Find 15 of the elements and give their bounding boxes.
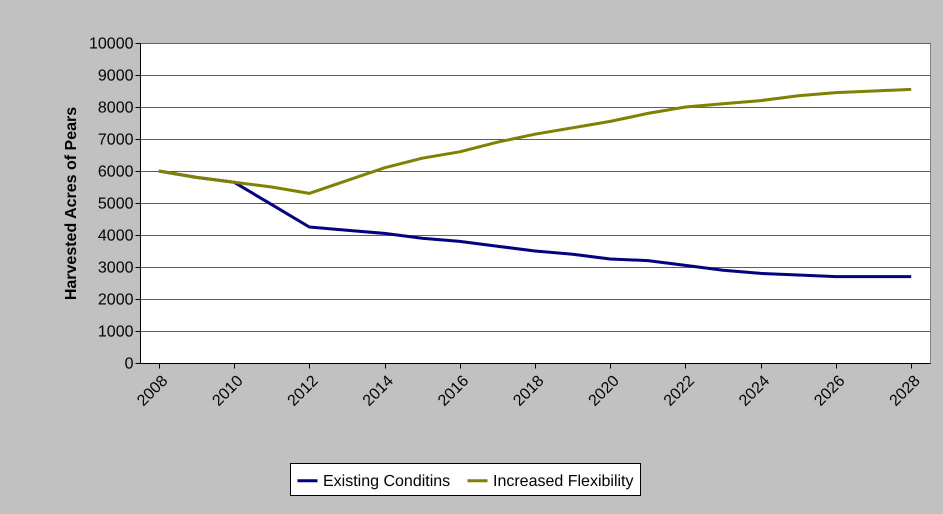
y-tick-label: 0 [124, 356, 134, 372]
y-tick-label: 2000 [98, 292, 134, 308]
line-series [157, 88, 913, 195]
y-axis-title: Harvested Acres of Pears [63, 106, 80, 300]
y-tick-label: 6000 [98, 164, 134, 180]
y-tick-label: 5000 [98, 196, 134, 212]
y-tick-label: 10000 [89, 36, 134, 52]
y-tick-label: 7000 [98, 132, 134, 148]
y-tick-label: 3000 [98, 260, 134, 276]
y-tick-label: 1000 [98, 324, 134, 340]
y-tick-label: 9000 [98, 68, 134, 84]
y-tick-label: 4000 [98, 228, 134, 244]
y-tick-label: 8000 [98, 100, 134, 116]
legend-label: Existing Conditins [323, 472, 450, 490]
legend-label: Increased Flexibility [493, 472, 634, 490]
